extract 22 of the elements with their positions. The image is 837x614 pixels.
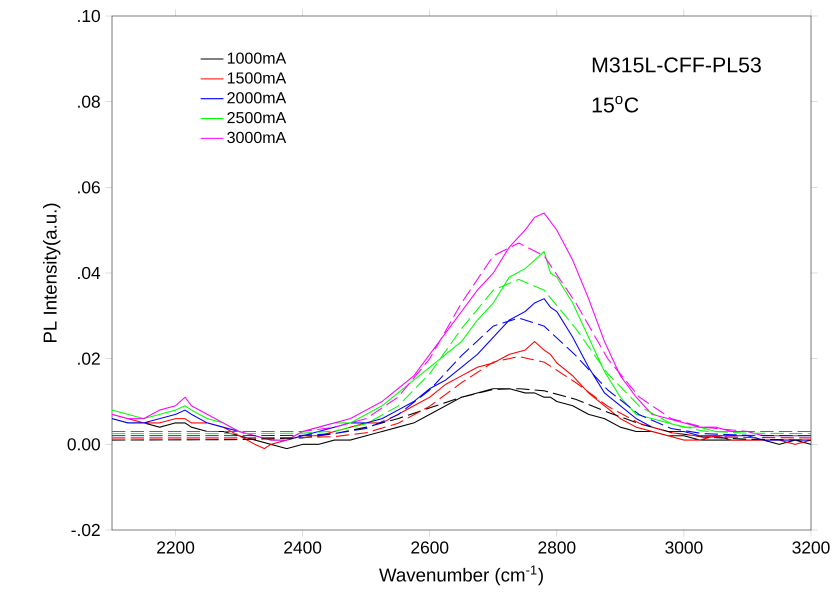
legend-label: 2500mA	[227, 112, 286, 124]
y-tick-label: .08	[78, 96, 100, 108]
x-tick-label: 2800	[538, 541, 576, 554]
y-axis-title: PL Intensity(a.u.)	[43, 204, 60, 342]
x-tick-label: 3200	[792, 541, 830, 554]
annotation: M315L-CFF-PL53	[592, 57, 761, 72]
x-axis-title: Wavenumber (cm$^{-1}$)	[379, 565, 543, 586]
y-tick-label: .06	[78, 181, 100, 194]
legend-label: 2000mA	[227, 92, 286, 104]
x-tick-label: 2600	[411, 541, 448, 554]
annotation: 15$^{o}$C	[592, 96, 638, 113]
y-tick-label: -.02	[72, 524, 100, 536]
x-tick-label: 2400	[284, 541, 322, 554]
y-tick-label: 0.00	[68, 438, 100, 450]
y-tick-label: .10	[78, 10, 100, 22]
x-tick-label: 2200	[157, 541, 194, 554]
y-tick-label: .02	[78, 352, 100, 365]
legend-label: 1000mA	[228, 52, 286, 64]
y-tick-label: .04	[78, 266, 100, 280]
legend-label: 3000mA	[227, 132, 286, 144]
x-tick-label: 3000	[665, 541, 703, 554]
legend-label: 1500mA	[228, 72, 286, 84]
